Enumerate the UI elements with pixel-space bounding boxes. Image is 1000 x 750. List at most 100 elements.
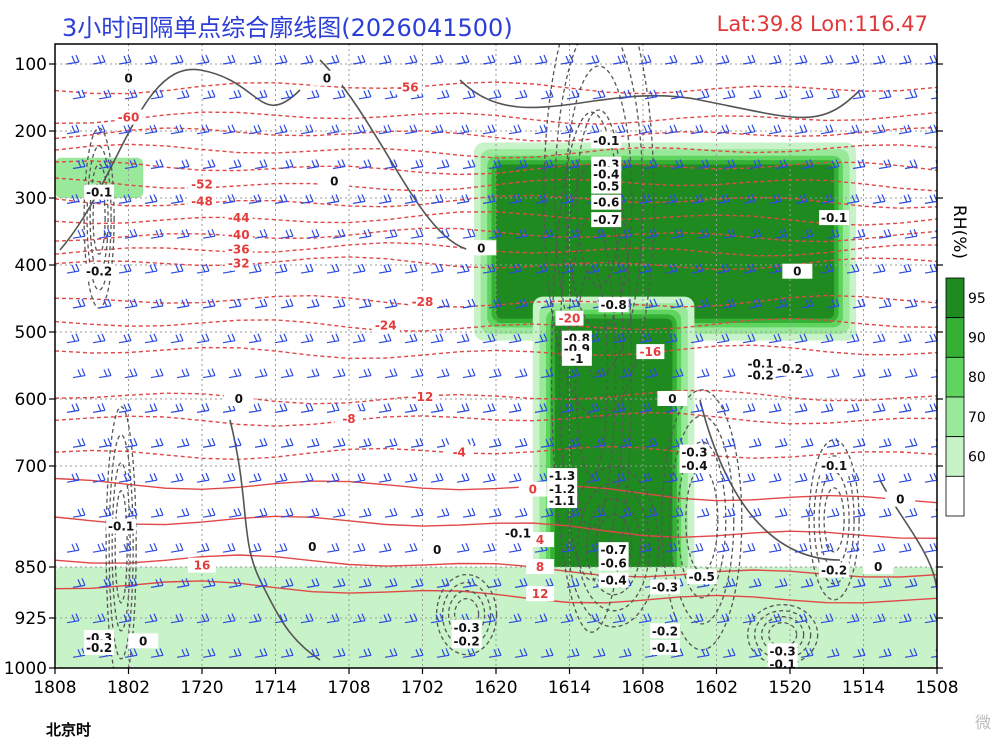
omega-label: 0 (896, 493, 904, 507)
wind-barb (332, 368, 346, 379)
wind-barb (332, 228, 346, 239)
wind-barb (768, 472, 782, 483)
wind-barb (488, 648, 502, 658)
y-tick-label: 300 (15, 189, 47, 209)
wind-barb (664, 333, 678, 344)
wind-barb (384, 648, 398, 658)
omega-label: -0.2 (777, 362, 803, 376)
wind-barb (618, 507, 632, 518)
wind-barb (176, 89, 190, 100)
wind-barb (150, 228, 164, 239)
omega-label-bg (819, 210, 850, 226)
isotherm (55, 211, 937, 226)
wind-barb (670, 368, 684, 379)
isotherm (55, 126, 937, 142)
wind-barb (534, 333, 548, 344)
wind-barb (800, 228, 814, 239)
wind-barb (462, 228, 476, 239)
wind-barb (352, 542, 366, 553)
wind-barb (222, 333, 236, 344)
wind-barb (92, 54, 106, 65)
wind-barb (904, 298, 918, 309)
wind-barb (820, 403, 834, 413)
x-axis-title: 北京时 (46, 721, 92, 739)
omega-label: -0.1 (821, 459, 847, 473)
wind-barb (144, 54, 158, 65)
wind-barb (846, 472, 860, 483)
wind-barb (280, 438, 294, 448)
wind-barb (378, 542, 392, 553)
wind-barb (826, 438, 840, 448)
wind-barb (514, 507, 528, 518)
wind-barb (228, 648, 242, 658)
wind-barb (462, 578, 476, 588)
omega-label-bg (745, 367, 776, 383)
y-tick-label: 100 (15, 55, 47, 75)
wind-barb (222, 54, 236, 65)
wind-barb (410, 228, 424, 239)
omega-label: -1.3 (549, 469, 575, 483)
omega-contour (105, 406, 137, 668)
wind-barb (72, 89, 86, 100)
omega-label: 0 (235, 392, 243, 406)
wind-barb (540, 368, 554, 379)
wind-barb (352, 194, 366, 204)
wind-barb (878, 438, 892, 448)
omega-label-bg (686, 569, 717, 585)
wind-barb (456, 472, 470, 483)
wind-barb (196, 333, 210, 344)
wind-barb (670, 228, 684, 239)
wind-barb (488, 578, 502, 588)
wind-barb (98, 368, 112, 379)
temp-label-bg (114, 109, 143, 125)
wind-barb (300, 613, 314, 624)
wind-barb (612, 124, 626, 135)
omega-label: -0.2 (453, 634, 479, 648)
wind-barb (560, 124, 574, 135)
wind-barb (508, 472, 522, 483)
wind-barb (566, 507, 580, 518)
wind-barb (638, 194, 652, 204)
wind-barb (644, 438, 658, 448)
wind-barb (904, 159, 918, 170)
wind-barb (846, 613, 860, 624)
wind-barb (846, 54, 860, 65)
wind-barb (124, 298, 138, 309)
watermark: 微 (975, 713, 991, 732)
wind-barb (904, 578, 918, 588)
wind-barb (612, 472, 626, 483)
wind-barb (196, 542, 210, 553)
wind-barb (690, 333, 704, 344)
wind-barb (332, 578, 346, 588)
wind-barb (404, 333, 418, 344)
x-tick-label: 1620 (474, 678, 517, 698)
omega-label: -0.7 (593, 213, 619, 227)
wind-barb (560, 542, 574, 553)
wind-barb (332, 89, 346, 100)
wind-barb (586, 613, 600, 624)
wind-barb (306, 368, 320, 379)
omega-label-bg (679, 444, 710, 460)
omega-contour (585, 498, 642, 596)
temp-label: -28 (412, 295, 434, 309)
wind-barb (768, 613, 782, 624)
omega-label-bg (591, 212, 622, 228)
omega-contour (808, 439, 860, 601)
wind-barb (436, 89, 450, 100)
temp-label-bg (518, 481, 547, 497)
omega-label: -0.1 (505, 526, 531, 540)
wind-barb (248, 124, 262, 135)
wind-barb (878, 507, 892, 518)
wind-barb (254, 228, 268, 239)
wind-barb (462, 648, 476, 658)
omega-label: -0.6 (600, 557, 626, 571)
wind-barb (878, 648, 892, 658)
temp-label-bg (188, 193, 216, 209)
wind-barb (326, 613, 340, 624)
wind-barb (202, 578, 216, 588)
wind-barb (508, 54, 522, 65)
x-tick-label: 1808 (33, 678, 76, 698)
omega-label-bg (128, 633, 159, 649)
wind-barb (436, 298, 450, 309)
wind-barb (124, 368, 138, 379)
